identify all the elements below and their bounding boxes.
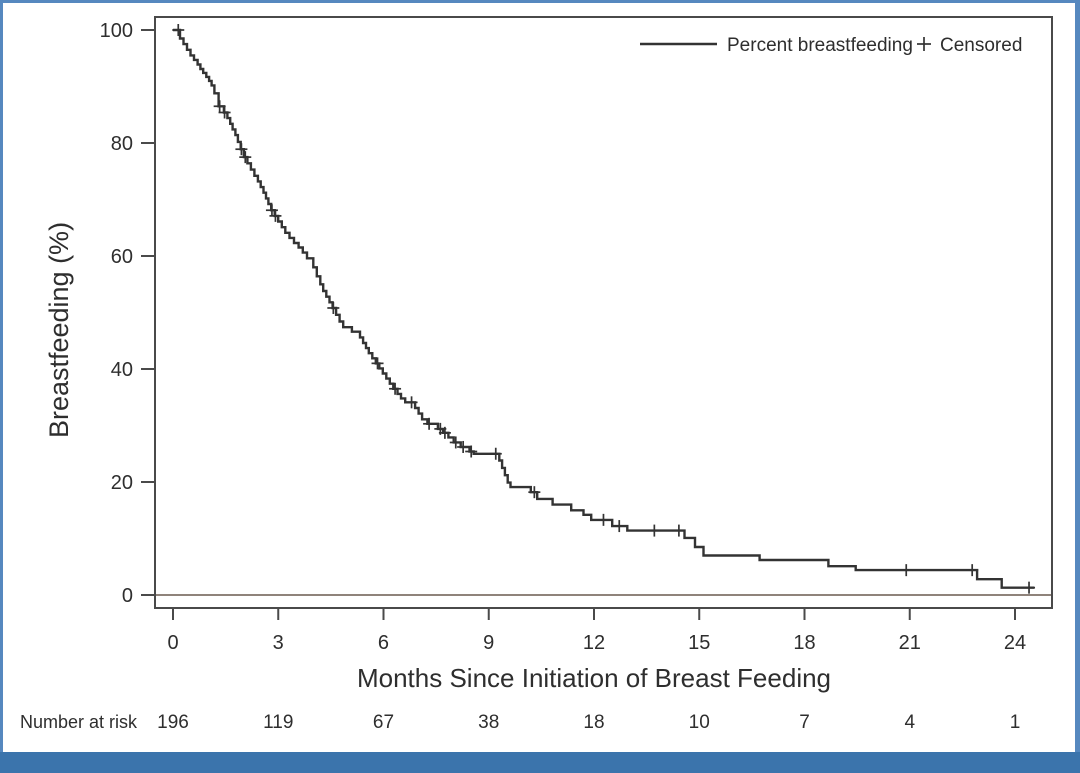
- plot-frame: [154, 16, 1053, 609]
- accent-border-right: [1075, 0, 1080, 773]
- y-axis: [141, 29, 155, 596]
- number-at-risk-value: 67: [373, 712, 394, 733]
- number-at-risk-value: 7: [799, 712, 810, 733]
- x-axis-tick-label: 6: [378, 632, 389, 654]
- number-at-risk-value: 196: [157, 712, 189, 733]
- y-axis-tick-label: 80: [111, 133, 133, 155]
- x-axis-tick-label: 18: [793, 632, 815, 654]
- number-at-risk-label: Number at risk: [20, 712, 138, 732]
- y-axis-title: Breastfeeding (%): [44, 222, 74, 438]
- x-axis-tick-label: 9: [483, 632, 494, 654]
- y-axis-tick-label: 0: [122, 585, 133, 607]
- accent-border-top: [0, 0, 1080, 3]
- number-at-risk-value: 119: [263, 712, 293, 733]
- y-axis-tick-label: 60: [111, 246, 133, 268]
- legend-censored-label: Censored: [940, 35, 1022, 56]
- y-axis-tick-label: 100: [100, 20, 133, 42]
- number-at-risk-value: 18: [583, 712, 604, 733]
- y-axis-tick-label: 40: [111, 359, 133, 381]
- bottom-accent-bar: [0, 752, 1080, 773]
- x-axis-tick-label: 0: [167, 632, 178, 654]
- legend: [640, 37, 931, 51]
- x-axis-tick-label: 24: [1004, 632, 1026, 654]
- x-axis: [172, 608, 1016, 620]
- legend-series-label: Percent breastfeeding: [727, 35, 913, 56]
- number-at-risk-value: 4: [904, 712, 915, 733]
- km-curve: [173, 28, 1035, 589]
- number-at-risk-value: 1: [1010, 712, 1021, 733]
- x-axis-tick-label: 21: [899, 632, 921, 654]
- number-at-risk-value: 38: [478, 712, 499, 733]
- censored-marks: [172, 24, 1036, 594]
- x-axis-tick-label: 12: [583, 632, 605, 654]
- x-axis-tick-label: 15: [688, 632, 710, 654]
- number-at-risk-value: 10: [689, 712, 710, 733]
- accent-border-left: [0, 0, 3, 773]
- y-axis-tick-label: 20: [111, 472, 133, 494]
- x-axis-title: Months Since Initiation of Breast Feedin…: [357, 663, 831, 693]
- x-axis-tick-label: 3: [273, 632, 284, 654]
